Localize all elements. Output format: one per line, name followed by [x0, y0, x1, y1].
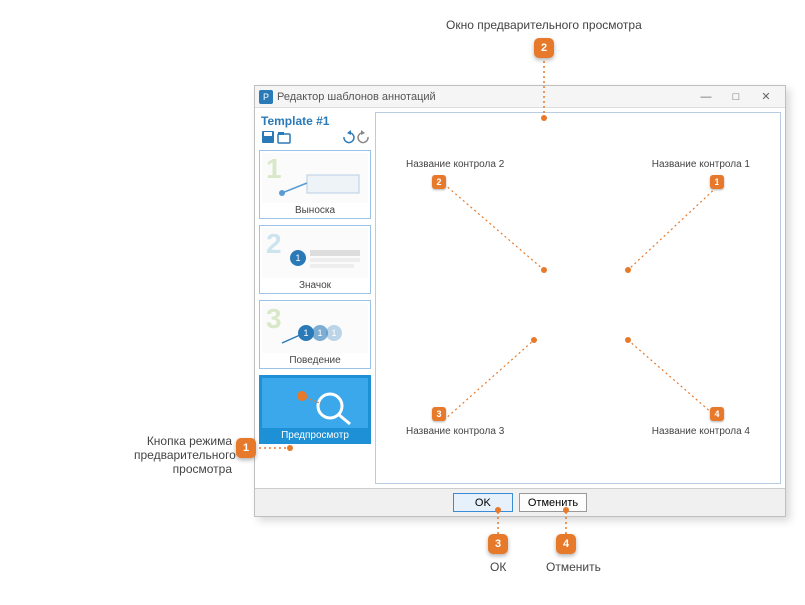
sidebar-toolbar [261, 130, 371, 144]
thumb-caption: Поведение [262, 355, 368, 366]
svg-text:1: 1 [317, 328, 322, 338]
preview-control-3-badge: 3 [432, 407, 446, 421]
thumb-num: 1 [266, 153, 282, 185]
thumb-caption: Выноска [262, 205, 368, 216]
dialog-footer: OK Отменить [255, 488, 785, 516]
callout-1-badge: 1 [236, 438, 256, 458]
svg-text:1: 1 [303, 328, 308, 338]
window-title: Редактор шаблонов аннотаций [277, 91, 436, 103]
thumb-callout[interactable]: 1 Выноска [259, 150, 371, 219]
minimize-button[interactable]: — [691, 91, 721, 103]
thumb-num: 3 [266, 303, 282, 335]
preview-control-2-badge: 2 [432, 175, 446, 189]
cancel-button[interactable]: Отменить [519, 493, 587, 512]
preview-control-4-badge: 4 [710, 407, 724, 421]
callout-4-badge: 4 [556, 534, 576, 554]
thumb-caption: Предпросмотр [262, 430, 368, 441]
svg-text:1: 1 [331, 328, 336, 338]
maximize-button[interactable]: □ [721, 91, 751, 103]
svg-text:1: 1 [295, 253, 300, 263]
callout-3-label: ОК [490, 560, 506, 574]
ok-button[interactable]: OK [453, 493, 513, 512]
annotation-template-editor-window: P Редактор шаблонов аннотаций — □ ✕ Temp… [254, 85, 786, 517]
callout-2-badge: 2 [534, 38, 554, 58]
preview-control-3-label: Название контрола 3 [406, 426, 504, 437]
callout-2-label: Окно предварительного просмотра [446, 18, 642, 32]
redo-icon[interactable] [357, 130, 371, 144]
callout-3-badge: 3 [488, 534, 508, 554]
thumb-behavior[interactable]: 3 1 1 1 Поведение [259, 300, 371, 369]
thumb-num: 2 [266, 228, 282, 260]
thumb-caption: Значок [262, 280, 368, 291]
app-icon: P [259, 90, 273, 104]
close-button[interactable]: ✕ [751, 90, 781, 103]
open-icon[interactable] [277, 130, 291, 144]
preview-control-4-label: Название контрола 4 [652, 426, 750, 437]
callout-4-label: Отменить [546, 560, 601, 574]
undo-icon[interactable] [341, 130, 355, 144]
preview-control-1-badge: 1 [710, 175, 724, 189]
template-sidebar: Template #1 1 [255, 108, 375, 488]
save-icon[interactable] [261, 130, 275, 144]
preview-control-2-label: Название контрола 2 [406, 159, 504, 170]
template-title: Template #1 [261, 114, 371, 128]
preview-control-1-label: Название контрола 1 [652, 159, 750, 170]
thumb-preview[interactable]: Предпросмотр [259, 375, 371, 444]
thumb-icon[interactable]: 2 1 Значок [259, 225, 371, 294]
callout-1-label: Кнопка режима предварительного просмотра [134, 434, 232, 476]
preview-pane: Название контрола 2 2 Название контрола … [375, 112, 781, 484]
titlebar: P Редактор шаблонов аннотаций — □ ✕ [255, 86, 785, 108]
